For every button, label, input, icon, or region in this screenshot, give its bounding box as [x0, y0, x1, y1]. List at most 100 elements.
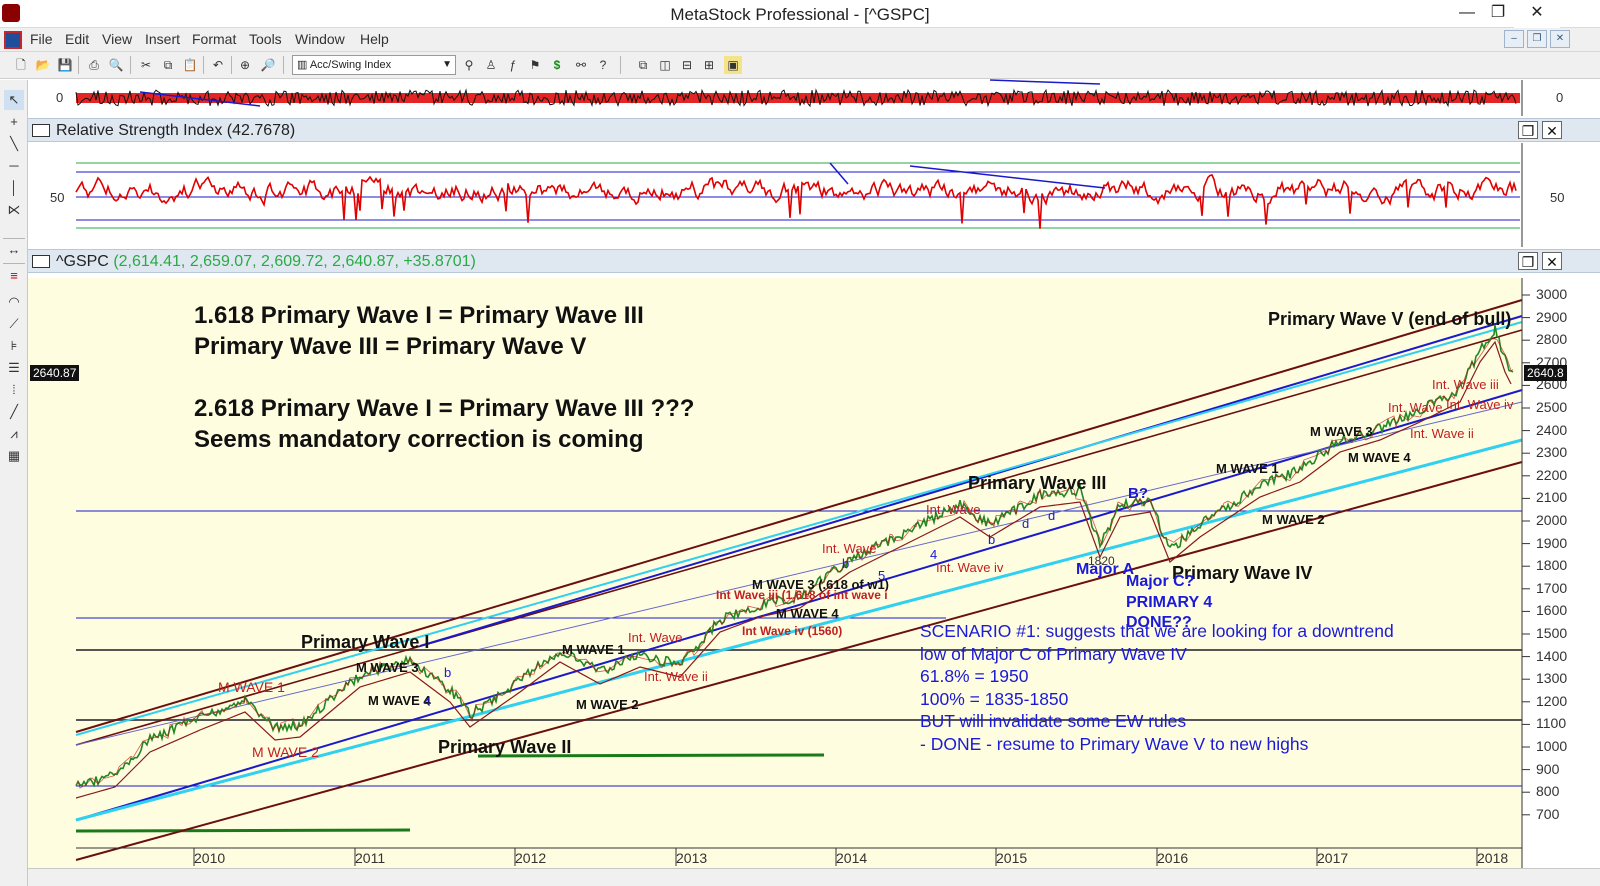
rsi-trendline	[909, 165, 1106, 189]
menu-view[interactable]: View	[102, 31, 133, 47]
select-arrow-icon[interactable]: ↖	[4, 90, 24, 110]
price-axis-label: 800	[1536, 783, 1560, 800]
timezone-icon[interactable]: ☰	[8, 360, 20, 375]
rsi-close-button[interactable]: ✕	[1542, 121, 1562, 139]
swing-trendline	[139, 91, 261, 107]
expert-icon[interactable]: ♙	[485, 58, 497, 72]
mdi-close-button[interactable]: ✕	[1550, 30, 1570, 48]
toolbar-divider	[78, 56, 79, 74]
menu-edit[interactable]: Edit	[65, 31, 90, 47]
tile-horizontal-icon[interactable]: ⊟	[681, 58, 693, 72]
fork-tool-icon[interactable]: ⋉	[7, 202, 21, 217]
cascade-icon[interactable]: ⧉	[638, 58, 648, 72]
price-axis-label: 2200	[1536, 466, 1568, 483]
time-axis-label: 2015	[996, 850, 1028, 866]
arrange-icon[interactable]: ▣	[724, 56, 742, 74]
time-axis-label: 2017	[1317, 850, 1349, 866]
price-axis-label: 1000	[1536, 738, 1568, 754]
minor-4-label: 4	[930, 547, 937, 562]
menu-file[interactable]: File	[30, 31, 53, 47]
speed-lines-icon[interactable]: ⩘	[10, 426, 18, 441]
price-axis-label: 1700	[1536, 579, 1568, 596]
mdi-minimize-button[interactable]: –	[1504, 30, 1524, 48]
fibonacci-tool-icon[interactable]: ≡	[10, 268, 18, 283]
vertical-line-icon[interactable]: │	[9, 180, 19, 195]
channel-blue-upper	[419, 315, 1523, 647]
zoom-icon[interactable]: 🔎	[260, 58, 276, 72]
copy-icon[interactable]: ⧉	[163, 58, 173, 72]
print-icon[interactable]: ⎙	[89, 58, 99, 72]
scroll-tool-icon[interactable]: ↔	[7, 242, 21, 257]
print-preview-icon[interactable]: 🔍	[108, 58, 124, 72]
crosshair-tool-icon[interactable]: +	[10, 114, 18, 129]
line-tool-icon[interactable]: ╱	[10, 404, 18, 419]
indicator-select-value: Acc/Swing Index	[309, 59, 392, 71]
tools-divider	[3, 263, 25, 264]
level-1820-label: 1820	[1088, 554, 1115, 568]
undo-icon[interactable]: ↶	[212, 58, 224, 72]
price-pane-header[interactable]: ^GSPC (2,614.41, 2,659.07, 2,609.72, 2,6…	[28, 249, 1600, 273]
new-icon[interactable]: 🗋	[16, 58, 26, 72]
menu-tools[interactable]: Tools	[249, 31, 282, 47]
maximize-button[interactable]: ❐	[1490, 4, 1506, 21]
price-axis-label: 2400	[1536, 421, 1568, 438]
time-axis-label: 2010	[194, 850, 226, 866]
pattern-icon[interactable]: ▦	[7, 448, 21, 463]
m-wave-1-label: M WAVE 1	[218, 679, 285, 695]
major-b-label: B?	[1128, 485, 1148, 502]
tile-vertical-icon[interactable]: ◫	[659, 58, 671, 72]
app-icon	[2, 4, 20, 22]
pane-window-icon[interactable]	[32, 255, 50, 268]
pane-window-icon[interactable]	[32, 124, 50, 137]
price-close-button[interactable]: ✕	[1542, 252, 1562, 270]
chevron-down-icon: ▼	[442, 59, 452, 70]
binoculars-icon[interactable]: ⚯	[575, 58, 587, 72]
horizontal-line-icon[interactable]: ─	[9, 158, 19, 173]
primary-wave-5-label: Primary Wave V (end of bull)	[1268, 309, 1511, 329]
function-icon[interactable]: ƒ	[509, 58, 517, 72]
arc-tool-icon[interactable]: ◠	[8, 294, 20, 309]
minor-b-label-2: b	[842, 556, 849, 571]
window-title: MetaStock Professional - [^GSPC]	[670, 5, 930, 24]
system-tester-icon[interactable]: ⚑	[529, 58, 541, 72]
horizontal-scrollbar[interactable]	[28, 868, 1600, 886]
m-wave-2c-label: M WAVE 2	[1262, 512, 1325, 527]
time-axis-label: 2014	[836, 850, 868, 866]
price-maximize-button[interactable]: ❐	[1518, 252, 1538, 270]
rsi-title: Relative Strength Index (42.7678)	[56, 122, 296, 139]
crosshair-icon[interactable]: ⊕	[239, 58, 251, 72]
help-pointer-icon[interactable]: ?	[599, 58, 607, 72]
menu-format[interactable]: Format	[192, 31, 237, 47]
cycle-lines-icon[interactable]: ⦙	[12, 382, 16, 397]
paste-icon[interactable]: 📋	[182, 58, 198, 72]
menu-insert[interactable]: Insert	[145, 31, 181, 47]
menu-help[interactable]: Help	[360, 31, 389, 47]
minor-b-label: b	[988, 532, 995, 547]
close-button[interactable]: ✕	[1514, 0, 1560, 28]
save-icon[interactable]: 💾	[57, 58, 73, 72]
indicator-select[interactable]: ▥ Acc/Swing Index ▼	[292, 55, 456, 75]
open-folder-icon[interactable]: 📂	[35, 58, 51, 72]
price-axis-label: 2100	[1536, 489, 1568, 506]
price-axis-label: 1500	[1536, 625, 1568, 641]
swing-axis-label-right: 0	[1556, 90, 1564, 105]
document-icon[interactable]	[4, 31, 22, 49]
dollar-icon[interactable]: $	[553, 58, 561, 72]
menu-window[interactable]: Window	[295, 31, 345, 47]
retracement-icon[interactable]: ⊧	[10, 338, 18, 353]
fan-tool-icon[interactable]: ⟋	[9, 316, 19, 331]
cut-icon[interactable]: ✂	[140, 58, 152, 72]
mdi-restore-button[interactable]: ❐	[1527, 30, 1547, 48]
rsi-pane-header[interactable]: Relative Strength Index (42.7678) ❐ ✕	[28, 118, 1600, 142]
rsi-maximize-button[interactable]: ❐	[1518, 121, 1538, 139]
explorer-icon[interactable]: ⚲	[464, 58, 474, 72]
minimize-button[interactable]: —	[1459, 4, 1475, 21]
trendline-tool-icon[interactable]: ╲	[10, 136, 18, 151]
tile-grid-icon[interactable]: ⊞	[703, 58, 715, 72]
primary-wave-2-label: Primary Wave II	[438, 737, 571, 757]
green-target-line	[477, 753, 825, 758]
m-wave-4-label: M WAVE 4	[368, 693, 431, 708]
chart-icon: ▥	[297, 59, 310, 71]
